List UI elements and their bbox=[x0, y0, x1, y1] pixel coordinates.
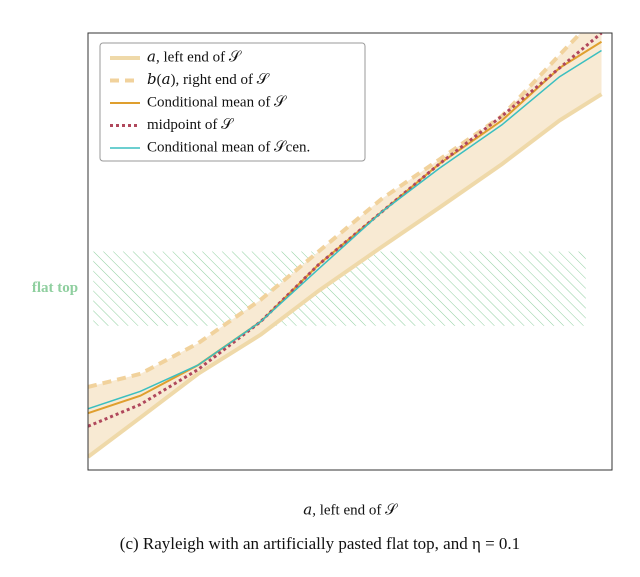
series-line bbox=[88, 33, 603, 428]
legend-label: Conditional mean of 𝒮cen. bbox=[147, 139, 310, 155]
legend: 𝑎, left end of 𝒮 𝑏(𝑎), right end of 𝒮 Cond… bbox=[99, 42, 366, 162]
legend-label: midpoint of 𝒮 bbox=[147, 117, 234, 133]
legend-box bbox=[99, 42, 366, 162]
caption: (c) Rayleigh with an artificially pasted… bbox=[120, 534, 520, 553]
legend-label: Conditional mean of 𝒮 bbox=[147, 94, 287, 110]
legend-label: 𝑏(𝑎), right end of 𝒮 bbox=[147, 72, 270, 88]
plot-frame bbox=[87, 32, 613, 471]
flat-top-label: flat top bbox=[32, 280, 78, 296]
series-line bbox=[88, 33, 584, 389]
series-line bbox=[88, 49, 602, 410]
x-axis-label: 𝑎, left end of 𝒮 bbox=[303, 502, 398, 518]
series-line bbox=[88, 92, 603, 459]
plot-area bbox=[88, 33, 603, 459]
legend-label: 𝑎, left end of 𝒮 bbox=[147, 49, 242, 65]
